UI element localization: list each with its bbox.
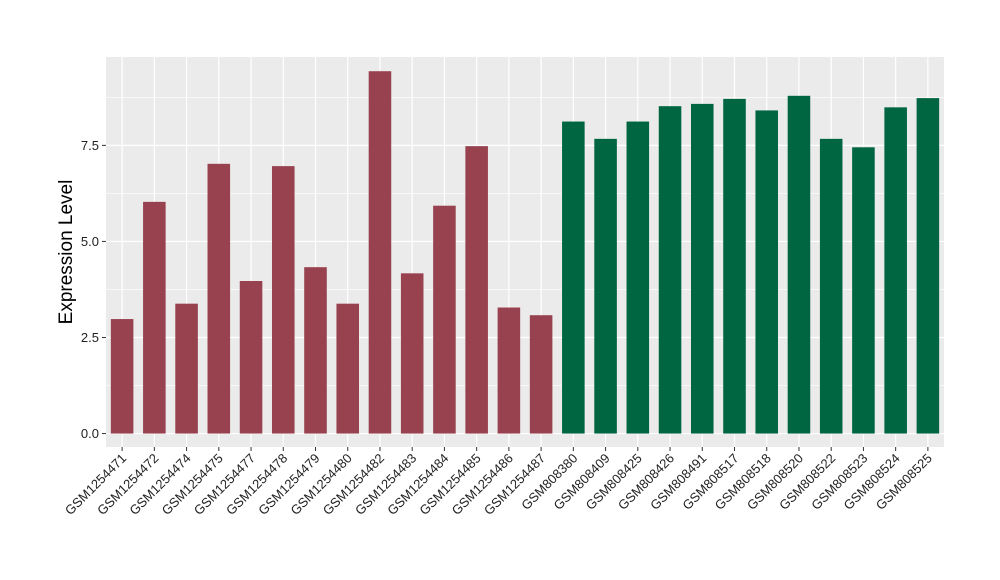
bar-GSM1254471	[110, 319, 134, 434]
bar-GSM1254479	[304, 267, 327, 434]
y-tick-label: 7.5	[81, 138, 99, 153]
bar-GSM1254486	[497, 307, 521, 434]
y-axis-title: Expression Level	[56, 180, 77, 325]
bar-GSM808525	[916, 98, 940, 434]
bar-GSM808524	[884, 107, 907, 434]
bar-GSM808426	[658, 106, 682, 434]
y-axis: 0.0 2.5 5.0 7.5	[81, 138, 106, 441]
bar-GSM808518	[755, 110, 779, 434]
bar-GSM1254485	[465, 146, 488, 434]
x-axis: GSM1254471GSM1254472GSM1254474GSM1254475…	[62, 447, 935, 518]
bars	[110, 71, 940, 434]
bar-GSM808520	[787, 95, 811, 434]
bar-GSM808425	[626, 121, 650, 434]
y-tick-label: 0.0	[81, 426, 99, 441]
bar-GSM1254474	[175, 303, 198, 434]
bar-GSM808522	[819, 138, 843, 434]
y-tick-label: 2.5	[81, 330, 99, 345]
bar-GSM1254477	[239, 281, 263, 434]
bar-GSM808380	[562, 121, 585, 434]
plot-panel	[106, 57, 944, 447]
bar-GSM808523	[852, 147, 875, 434]
bar-GSM808409	[594, 138, 617, 434]
bar-GSM1254475	[207, 163, 231, 434]
bar-GSM1254472	[143, 201, 166, 434]
bar-GSM808517	[723, 98, 746, 434]
bar-GSM1254484	[433, 205, 456, 434]
bar-GSM808491	[690, 103, 714, 434]
bar-GSM1254478	[271, 166, 295, 434]
bar-GSM1254480	[336, 303, 360, 434]
bar-GSM1254482	[368, 71, 392, 434]
y-tick-label: 5.0	[81, 234, 99, 249]
bar-GSM1254487	[529, 315, 553, 434]
bar-GSM1254483	[400, 273, 424, 434]
